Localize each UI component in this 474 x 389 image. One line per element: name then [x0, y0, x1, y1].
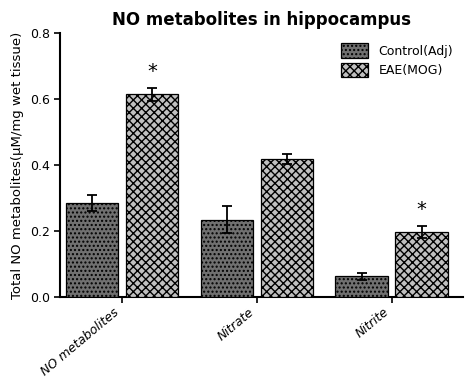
Text: *: *: [147, 62, 157, 81]
Text: *: *: [417, 200, 427, 219]
Bar: [201, 220, 253, 297]
Bar: [126, 95, 178, 297]
Y-axis label: Total NO metabolites(μM/mg wet tissue): Total NO metabolites(μM/mg wet tissue): [11, 32, 24, 299]
Bar: [336, 276, 388, 297]
Bar: [66, 203, 118, 297]
Bar: [395, 232, 448, 297]
Legend: Control(Adj), EAE(MOG): Control(Adj), EAE(MOG): [337, 40, 456, 81]
Title: NO metabolites in hippocampus: NO metabolites in hippocampus: [112, 11, 411, 29]
Bar: [261, 159, 313, 297]
